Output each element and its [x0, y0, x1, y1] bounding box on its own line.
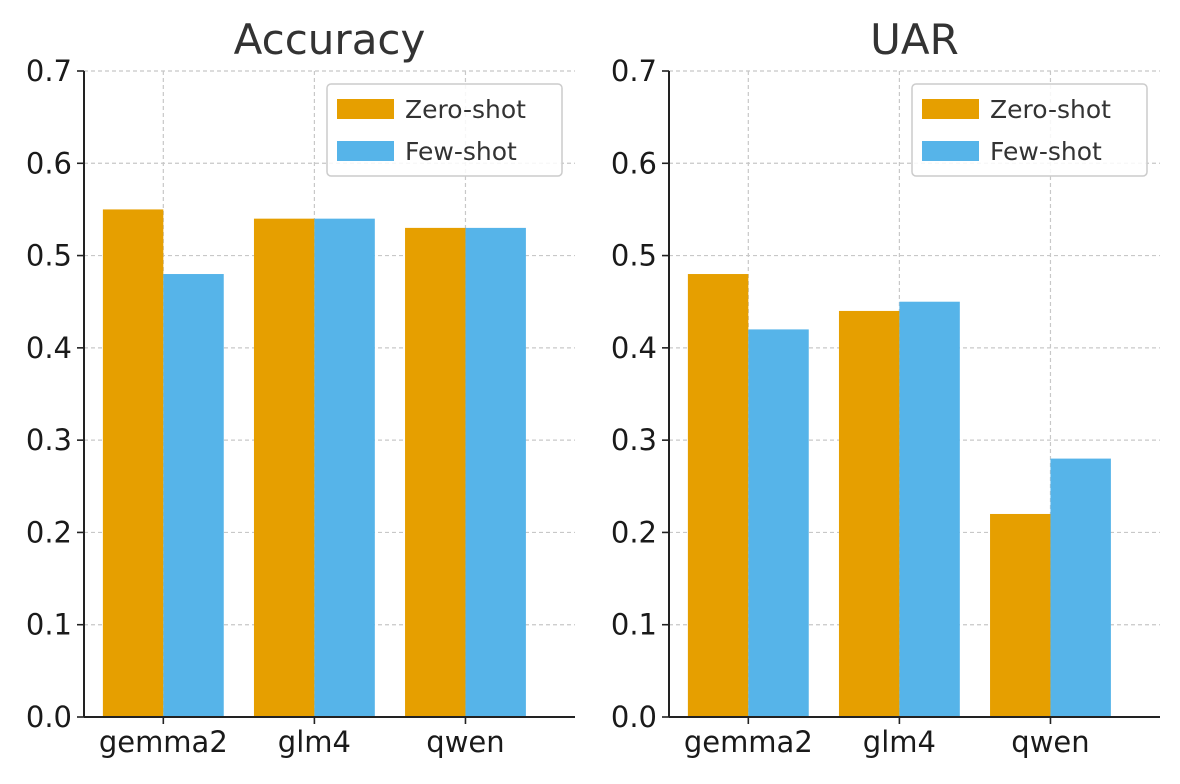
chart-title: UAR [870, 15, 959, 64]
bar-few-shot-glm4 [314, 218, 375, 717]
legend-swatch-zero-shot [337, 99, 394, 119]
y-tick-label: 0.7 [26, 54, 72, 88]
bar-zero-shot-gemma2 [102, 209, 164, 717]
y-tick-label: 0.2 [26, 515, 72, 549]
bar-zero-shot-glm4 [253, 218, 315, 717]
y-tick-label: 0.3 [26, 423, 72, 457]
legend-swatch-few-shot [337, 141, 394, 161]
y-tick-label: 0.5 [611, 239, 657, 273]
bar-few-shot-gemma2 [163, 274, 224, 717]
bar-zero-shot-gemma2 [687, 274, 749, 717]
y-tick-label: 0.2 [611, 515, 657, 549]
x-tick-label: glm4 [278, 725, 351, 759]
chart-title: Accuracy [234, 15, 426, 64]
y-tick-label: 0.1 [611, 608, 657, 642]
bar-zero-shot-qwen [405, 227, 466, 717]
x-tick-label: qwen [426, 725, 504, 759]
bar-few-shot-qwen [465, 227, 526, 717]
x-tick-label: gemma2 [99, 725, 228, 759]
legend-swatch-few-shot [922, 141, 979, 161]
legend: Zero-shot Few-shot [911, 83, 1148, 177]
y-tick-label: 0.3 [611, 423, 657, 457]
legend-label-few-shot: Few-shot [990, 137, 1102, 166]
y-tick-label: 0.4 [26, 331, 72, 365]
legend-swatch-zero-shot [922, 99, 979, 119]
bars [687, 274, 1111, 717]
y-tick-label: 0.0 [611, 700, 657, 734]
y-tick-label: 0.7 [611, 54, 657, 88]
legend-label-zero-shot: Zero-shot [405, 95, 526, 124]
bar-few-shot-gemma2 [748, 329, 809, 717]
y-tick-label: 0.6 [611, 146, 657, 180]
bar-zero-shot-qwen [990, 513, 1051, 717]
legend-label-few-shot: Few-shot [405, 137, 517, 166]
bar-few-shot-glm4 [899, 301, 960, 717]
y-tick-label: 0.6 [26, 146, 72, 180]
y-tick-label: 0.0 [26, 700, 72, 734]
y-tick-label: 0.1 [26, 608, 72, 642]
x-tick-label: gemma2 [684, 725, 813, 759]
bar-zero-shot-glm4 [838, 310, 900, 717]
y-tick-label: 0.4 [611, 331, 657, 365]
legend-label-zero-shot: Zero-shot [990, 95, 1111, 124]
x-tick-label: qwen [1011, 725, 1089, 759]
chart-panel-2: 0.0 0.1 0.2 0.3 0.4 0.5 0.6 0.7 gemma2 glm4 qwen UA… [611, 15, 1160, 759]
y-tick-label: 0.5 [26, 239, 72, 273]
chart-panel-1: 0.0 0.1 0.2 0.3 0.4 0.5 0.6 0.7 gemma2 glm4 qwen Ac… [26, 15, 575, 759]
bar-few-shot-qwen [1050, 458, 1111, 717]
legend: Zero-shot Few-shot [326, 83, 563, 177]
x-tick-label: glm4 [863, 725, 936, 759]
bars [102, 209, 526, 717]
